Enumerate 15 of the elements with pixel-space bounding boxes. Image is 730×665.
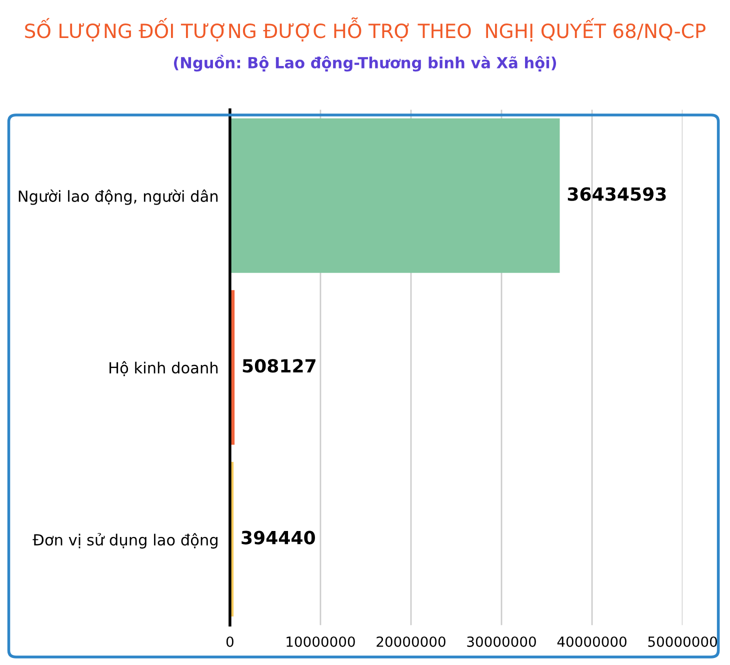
data-label: 508127	[242, 358, 316, 373]
x-tick-label: 0	[226, 636, 234, 647]
bar	[230, 118, 560, 273]
x-tick-label: 40000000	[557, 636, 626, 647]
y-tick-label: Hộ kinh doanh	[110, 361, 218, 376]
x-tick-label: 30000000	[467, 636, 536, 647]
chart-title: SỐ LƯỢNG ĐỐI TƯỢNG ĐƯỢC HỖ TRỢ THEO NGHỊ QUYẾT 68/NQ-CP	[25, 17, 706, 42]
x-tick-label: 20000000	[376, 636, 446, 647]
y-tick-label: Đơn vị sử dụng lao động	[32, 533, 218, 549]
data-label: 36434593	[568, 187, 666, 201]
x-tick-label: 50000000	[648, 636, 717, 647]
x-tick-label: 10000000	[286, 636, 355, 647]
chart-subtitle: (Nguồn: Bộ Lao động-Thương binh và Xã hội)	[174, 54, 556, 72]
y-tick-label: Người lao động, người dân	[18, 190, 218, 205]
data-label: 394440	[242, 530, 315, 544]
